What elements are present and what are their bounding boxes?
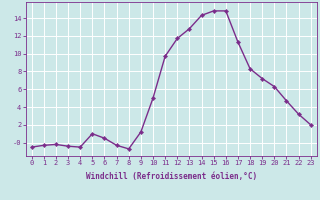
X-axis label: Windchill (Refroidissement éolien,°C): Windchill (Refroidissement éolien,°C) (86, 172, 257, 181)
